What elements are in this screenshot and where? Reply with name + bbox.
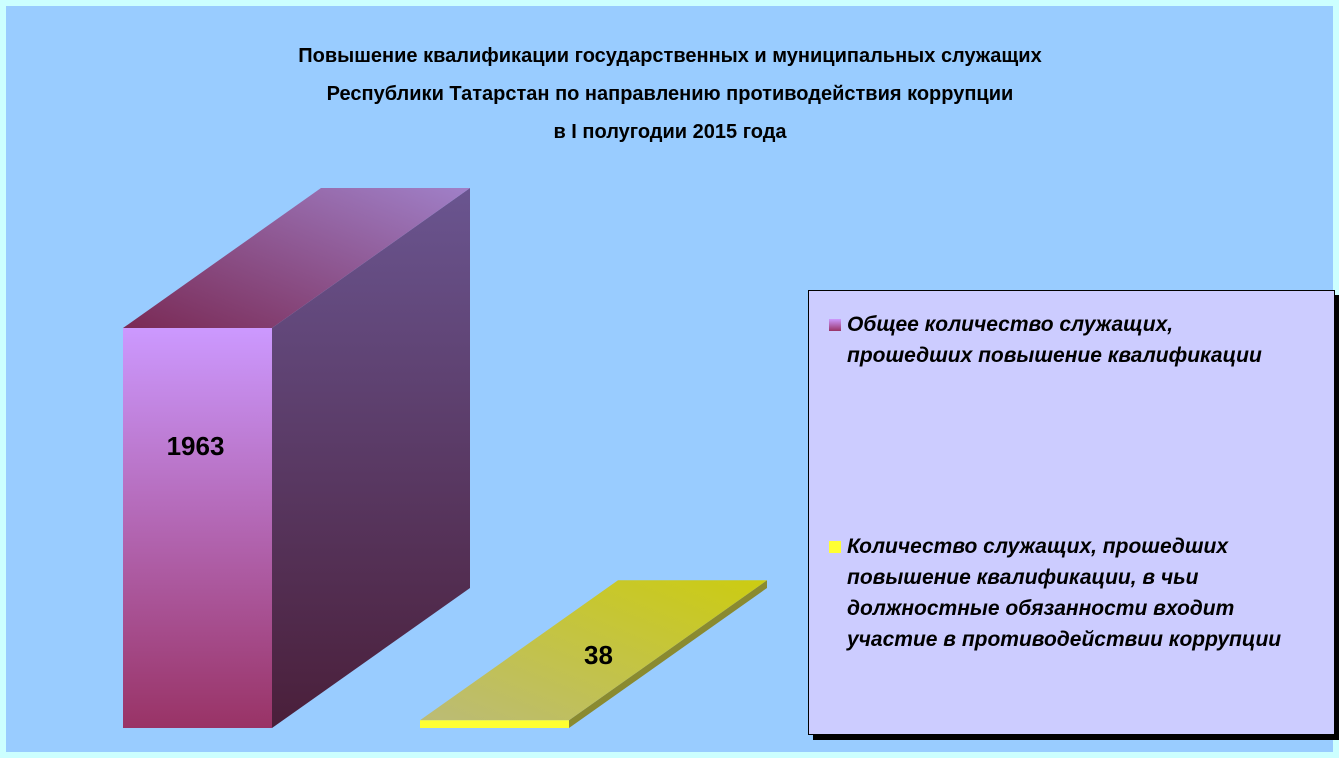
bar-side bbox=[272, 188, 470, 728]
legend-entry: Общее количество служащих, прошедших пов… bbox=[829, 309, 1297, 371]
bar bbox=[123, 188, 470, 728]
legend-label: Количество служащих, прошедших повышение… bbox=[847, 535, 1282, 651]
legend-swatch bbox=[829, 319, 841, 331]
legend-label: Общее количество служащих, прошедших пов… bbox=[847, 313, 1262, 367]
legend-swatch bbox=[829, 541, 841, 553]
bar-top bbox=[420, 580, 767, 721]
chart-title: Повышение квалификации государственных и… bbox=[298, 45, 1041, 67]
chart-title: Республики Татарстан по направлению прот… bbox=[327, 83, 1014, 105]
data-label: 1963 bbox=[167, 431, 225, 461]
bar-front bbox=[123, 328, 272, 728]
legend-entry: Количество служащих, прошедших повышение… bbox=[829, 531, 1297, 655]
legend: Общее количество служащих, прошедших пов… bbox=[808, 290, 1335, 735]
bar-top bbox=[123, 188, 470, 329]
bar-front bbox=[420, 720, 569, 728]
chart-title: в I полугодии 2015 года bbox=[553, 121, 787, 143]
bar-side bbox=[569, 580, 767, 728]
bar bbox=[420, 580, 767, 728]
data-label: 38 bbox=[584, 640, 613, 670]
